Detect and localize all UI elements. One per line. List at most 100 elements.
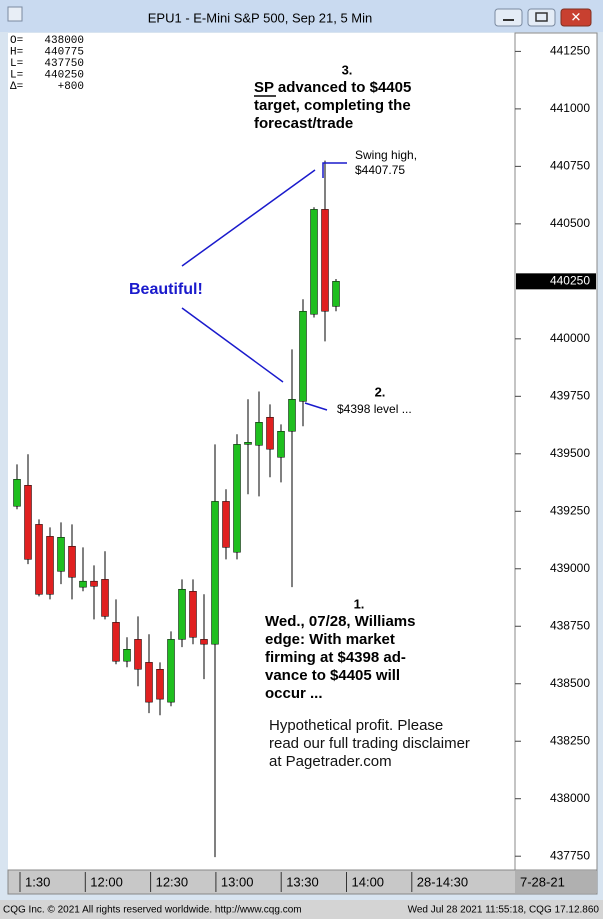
status-bar — [0, 900, 603, 919]
axes: 437750 438000 438250 438500 438750 439000 4392… — [19, 44, 597, 893]
y-tick-label: 439750 — [550, 388, 590, 402]
note2-number: 2. — [375, 384, 386, 399]
swing-label: $4407.75 — [355, 163, 405, 177]
y-tick-label: 438750 — [550, 618, 590, 632]
y-tick-label: 440000 — [550, 331, 590, 345]
x-tick-label: 28-14:30 — [417, 874, 468, 889]
y-tick-label: 439250 — [550, 503, 590, 517]
maximize-button[interactable] — [527, 8, 556, 27]
note1-line: edge: With market — [265, 631, 395, 648]
last-price-box — [516, 273, 596, 290]
info-label: H= — [10, 46, 23, 58]
candle-body — [13, 479, 21, 507]
candle-body — [255, 422, 263, 446]
candle-body — [101, 579, 109, 617]
swing-label: Swing high, — [355, 148, 417, 162]
candle-body — [310, 209, 318, 315]
y-tick-label: 438000 — [550, 791, 590, 805]
y-axis-panel — [514, 32, 598, 871]
pointer-line — [181, 169, 316, 267]
candle-body — [79, 580, 87, 588]
close-button[interactable] — [560, 8, 592, 27]
candle-body — [68, 545, 76, 578]
info-label: L= — [10, 69, 23, 81]
candle-body — [211, 501, 219, 645]
note3-line: target, completing the — [254, 97, 411, 114]
candle-body — [321, 209, 329, 312]
candle-body — [266, 416, 274, 450]
candles — [13, 160, 340, 858]
candle-body — [332, 281, 340, 307]
info-label: Δ= — [10, 81, 23, 93]
candle-body — [244, 442, 252, 445]
y-tick-label: 440750 — [550, 159, 590, 173]
plot-area — [8, 33, 515, 870]
y-tick-label: 441000 — [550, 101, 590, 115]
note1-line: firming at $4398 ad- — [265, 649, 406, 666]
note3-line: forecast/trade — [254, 115, 353, 132]
note1-number: 1. — [354, 596, 365, 611]
minimize-button[interactable] — [494, 8, 523, 27]
candle-body — [222, 501, 230, 548]
candle-body — [167, 639, 175, 703]
candle-body — [189, 591, 197, 638]
note3-text: advanced to $4405 — [274, 79, 412, 96]
y-tick-label: 439500 — [550, 446, 590, 460]
maximize-icon — [535, 12, 548, 22]
info-block: O= 438000 H= 440775 L= 437750 L= 440250 Δ= +800 — [10, 35, 84, 93]
x-tick-label: 12:00 — [90, 874, 123, 889]
candle-body — [123, 649, 131, 662]
window-title: EPU1 - E-Mini S&P 500, Sep 21, 5 Min — [148, 10, 372, 25]
y-tick-label: 438250 — [550, 733, 590, 747]
note2-text: $4398 level ... — [337, 402, 412, 416]
window-icon[interactable] — [7, 6, 23, 22]
candle-body — [200, 639, 208, 645]
info-label: O= — [10, 35, 23, 47]
candle-body — [90, 580, 98, 587]
x-tick-label: 13:30 — [286, 874, 319, 889]
note3-number: 3. — [342, 62, 353, 77]
pointer-line — [304, 402, 328, 411]
info-value: 438000 — [44, 35, 84, 47]
footer-right: Wed Jul 28 2021 11:55:18, CQG 17.12.860 — [408, 905, 600, 916]
swing-pointer — [322, 162, 347, 178]
date-box — [515, 871, 597, 893]
x-tick-label: 13:00 — [221, 874, 254, 889]
candle-body — [134, 639, 142, 670]
info-value: 437750 — [44, 58, 84, 70]
note1-line: occur ... — [265, 685, 323, 702]
candle-body — [299, 310, 307, 402]
beautiful-label: Beautiful! — [129, 281, 203, 298]
last-price-label: 440250 — [550, 274, 590, 288]
pointer-line — [181, 307, 284, 383]
footer-left: CQG Inc. © 2021 All rights reserved worl… — [3, 905, 302, 916]
close-icon: ✕ — [571, 9, 582, 24]
candle-body — [46, 536, 54, 595]
date-label: 7-28-21 — [520, 874, 565, 889]
x-tick-label: 12:30 — [156, 874, 189, 889]
annotations: 3. SP advanced to $4405 target, completi… — [129, 62, 470, 770]
y-tick-label: 441250 — [550, 44, 590, 58]
y-tick-label: 438500 — [550, 676, 590, 690]
candle-body — [24, 485, 32, 560]
candle-body — [57, 537, 65, 572]
disclaimer-line: read our full trading disclaimer — [269, 735, 470, 752]
candle-body — [35, 524, 43, 595]
disclaimer-line: at Pagetrader.com — [269, 753, 392, 770]
note3-line: SP advanced to $4405 — [254, 79, 411, 96]
y-tick-label: 439000 — [550, 561, 590, 575]
candle-body — [112, 622, 120, 662]
note3-sp: SP — [254, 79, 274, 96]
candle-body — [233, 444, 241, 553]
candle-body — [277, 431, 285, 458]
info-label: L= — [10, 58, 23, 70]
note1-line: vance to $4405 will — [265, 667, 400, 684]
candle-body — [178, 588, 186, 640]
y-tick-label: 437750 — [550, 848, 590, 862]
x-axis-panel — [7, 869, 598, 895]
info-value: +800 — [58, 81, 84, 93]
x-tick-label: 1:30 — [25, 874, 50, 889]
